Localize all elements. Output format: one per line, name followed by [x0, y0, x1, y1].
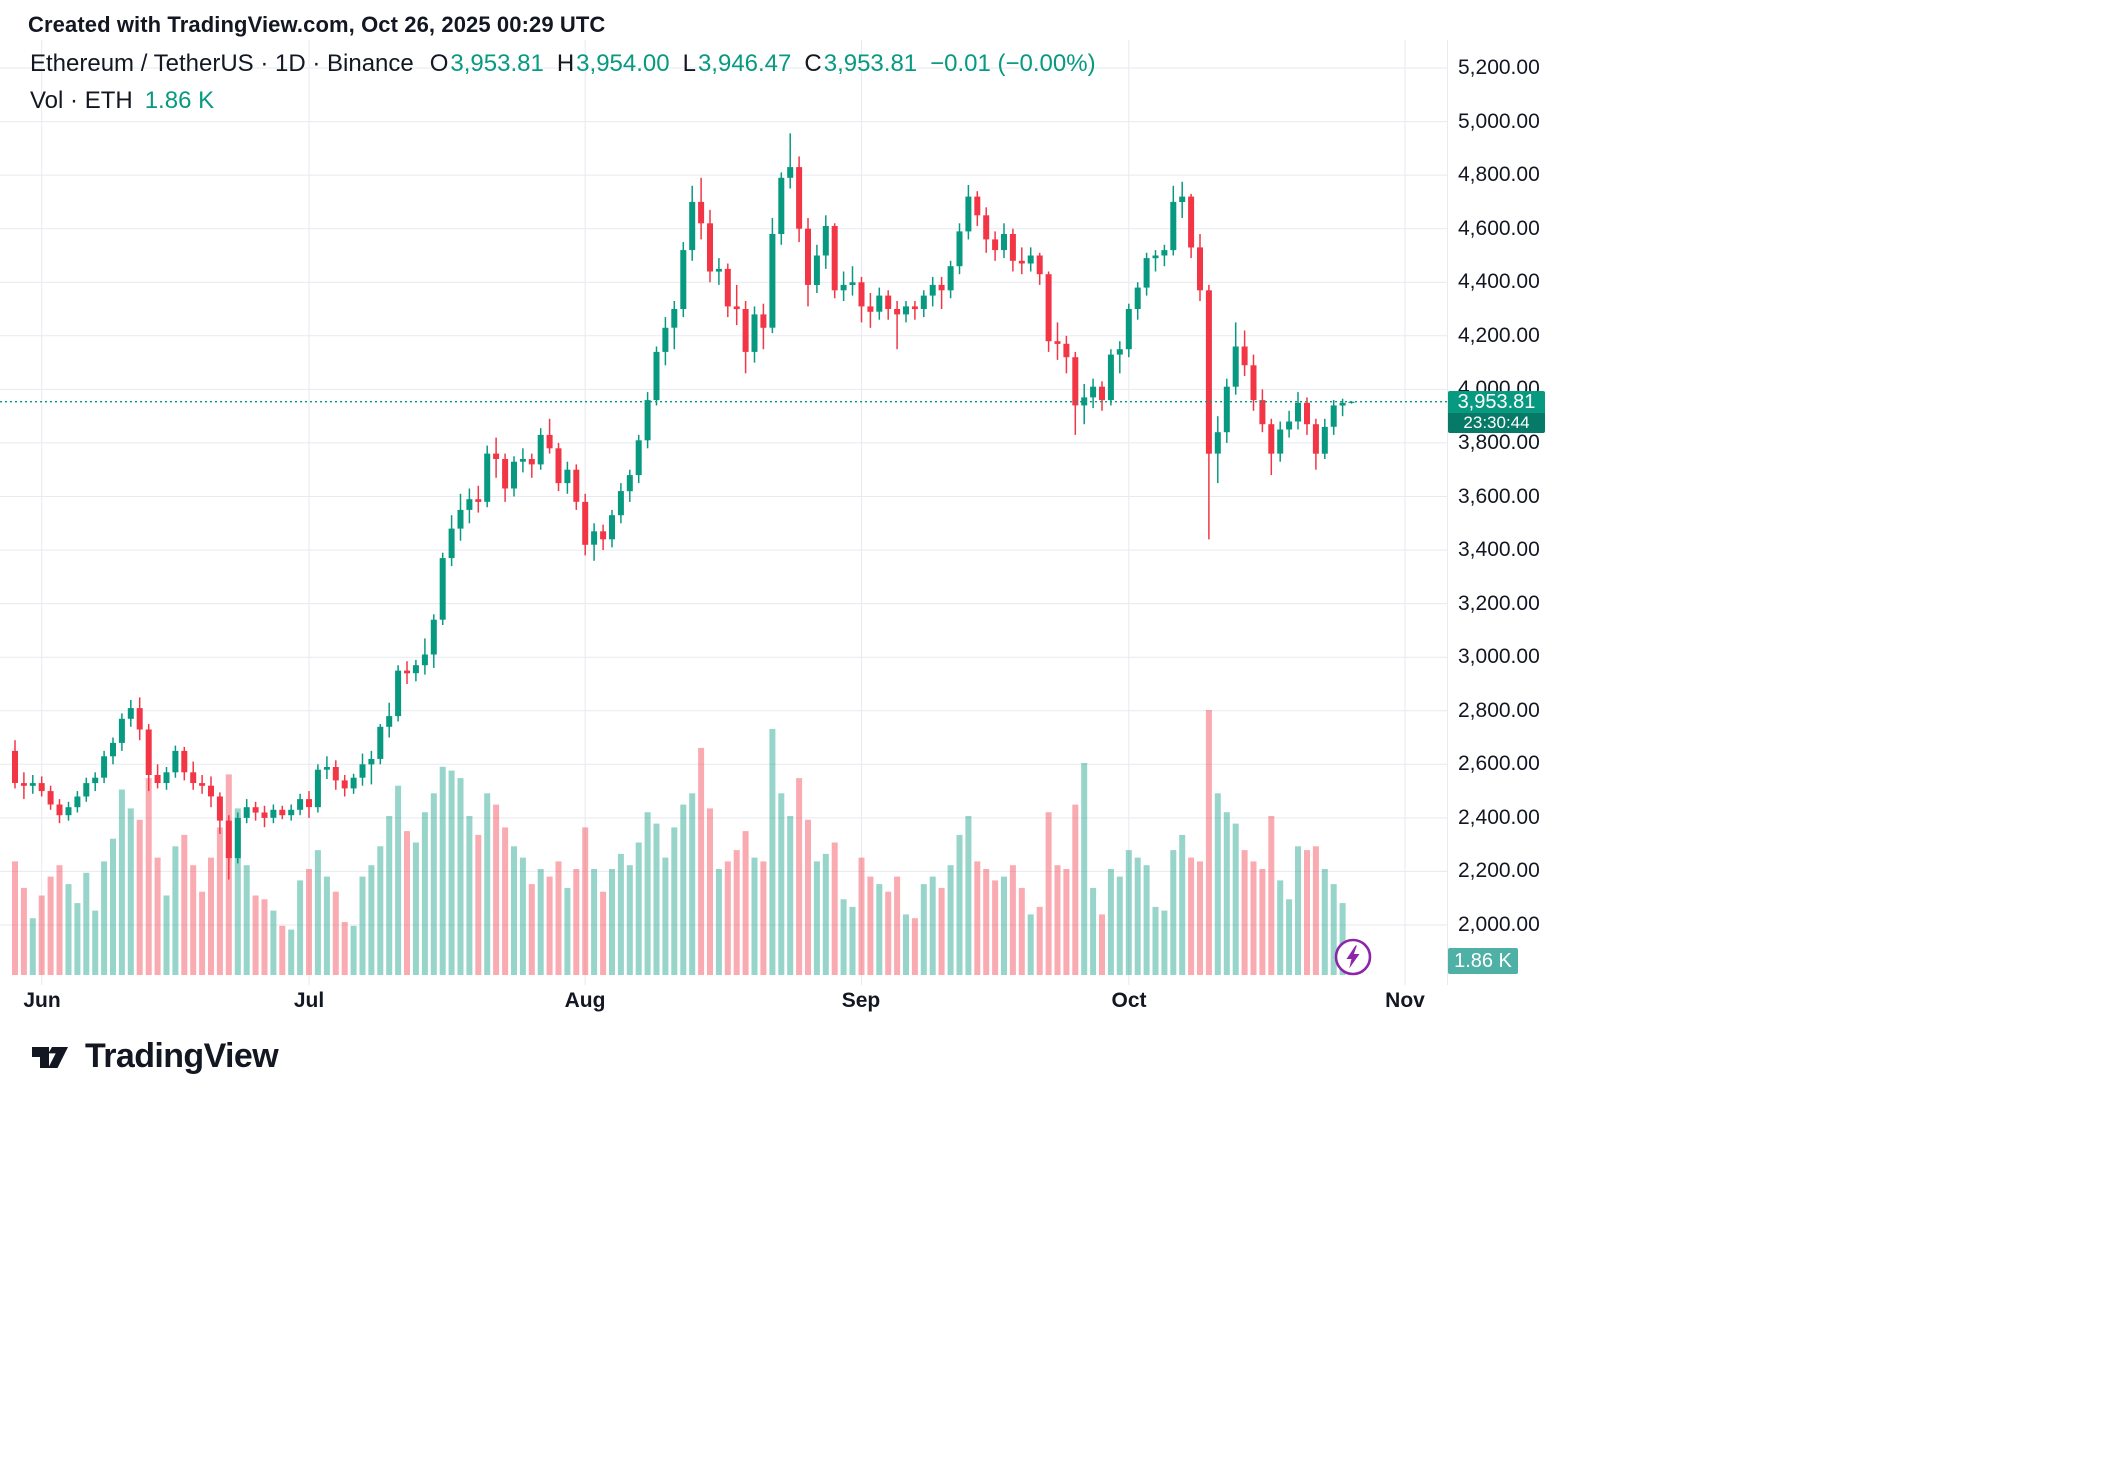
symbol-row: Ethereum / TetherUS · 1D · Binance O 3,95…	[30, 50, 1096, 78]
volume-axis-badge: 1.86 K	[1448, 948, 1518, 974]
price-tick-label: 5,000.00	[1458, 110, 1540, 133]
month-label: Sep	[841, 989, 881, 1012]
change-value: −0.01 (−0.00%)	[930, 50, 1096, 77]
ohlc-values: O 3,953.81 H 3,954.00 L 3,946.47 C 3,953.81 −0.0…	[430, 50, 1096, 78]
ohlc-value: 3,953.81	[450, 50, 544, 77]
tradingview-logo-text: TradingView	[85, 1036, 279, 1075]
price-tick-label: 4,400.00	[1458, 270, 1540, 293]
ohlc-pair: L 3,946.47	[683, 50, 792, 78]
ohlc-value: 3,954.00	[576, 50, 670, 77]
price-tick-label: 2,800.00	[1458, 699, 1540, 722]
price-tick-label: 2,600.00	[1458, 752, 1540, 775]
symbol-title[interactable]: Ethereum / TetherUS · 1D · Binance	[30, 50, 414, 77]
price-tick-label: 4,800.00	[1458, 163, 1540, 186]
tradingview-logo-icon	[32, 1047, 68, 1068]
volume-row: Vol · ETH 1.86 K	[30, 87, 1096, 115]
ohlc-pair: O 3,953.81	[430, 50, 544, 78]
price-tick-label: 2,000.00	[1458, 913, 1540, 936]
ohlc-letter: H	[556, 50, 575, 77]
price-tick-label: 3,200.00	[1458, 592, 1540, 615]
bar-countdown-badge: 23:30:44	[1448, 413, 1545, 433]
lightning-icon[interactable]	[1333, 937, 1373, 977]
price-tick-label: 3,800.00	[1458, 431, 1540, 454]
month-label: Jun	[23, 989, 61, 1012]
attribution-text: Created with TradingView.com, Oct 26, 20…	[28, 12, 606, 37]
price-tick-label: 2,200.00	[1458, 859, 1540, 882]
price-tick-label: 3,000.00	[1458, 645, 1540, 668]
price-tick-label: 3,600.00	[1458, 485, 1540, 508]
lightning-icon-glyph	[1334, 938, 1372, 976]
ohlc-letter: C	[804, 50, 822, 77]
price-tick-label: 2,400.00	[1458, 806, 1540, 829]
last-price-value: 3,953.81	[1457, 390, 1536, 413]
price-tick-label: 3,400.00	[1458, 538, 1540, 561]
price-tick-label: 4,200.00	[1458, 324, 1540, 347]
chart-area: 5,200.00 5,000.00 4,800.00 4,600.00 4,400.00…	[0, 40, 2108, 985]
price-tick-label: 5,200.00	[1458, 56, 1540, 79]
month-label: Oct	[1111, 989, 1147, 1012]
ohlc-value: 3,946.47	[697, 50, 792, 77]
volume-study-value: 1.86 K	[144, 87, 215, 114]
month-label: Nov	[1385, 989, 1425, 1012]
last-price-badge: 3,953.81	[1448, 391, 1545, 413]
time-axis[interactable]: Jun Jul Aug Sep Oct Nov	[0, 985, 1545, 1017]
ohlc-pair: C 3,953.81	[804, 50, 917, 78]
price-tick-label: 4,600.00	[1458, 217, 1540, 240]
chart-legend: Ethereum / TetherUS · 1D · Binance O 3,95…	[30, 50, 1096, 115]
ohlc-pair: H 3,954.00	[557, 50, 670, 78]
candlestick-chart[interactable]	[0, 40, 1448, 985]
ohlc-letter: O	[429, 50, 449, 77]
tradingview-logo[interactable]: TradingView	[28, 1034, 279, 1078]
month-label: Jul	[293, 989, 325, 1012]
month-label: Aug	[564, 989, 606, 1012]
ohlc-letter: L	[682, 50, 696, 77]
volume-study-label[interactable]: Vol · ETH	[30, 87, 133, 114]
ohlc-value: 3,953.81	[823, 50, 918, 77]
